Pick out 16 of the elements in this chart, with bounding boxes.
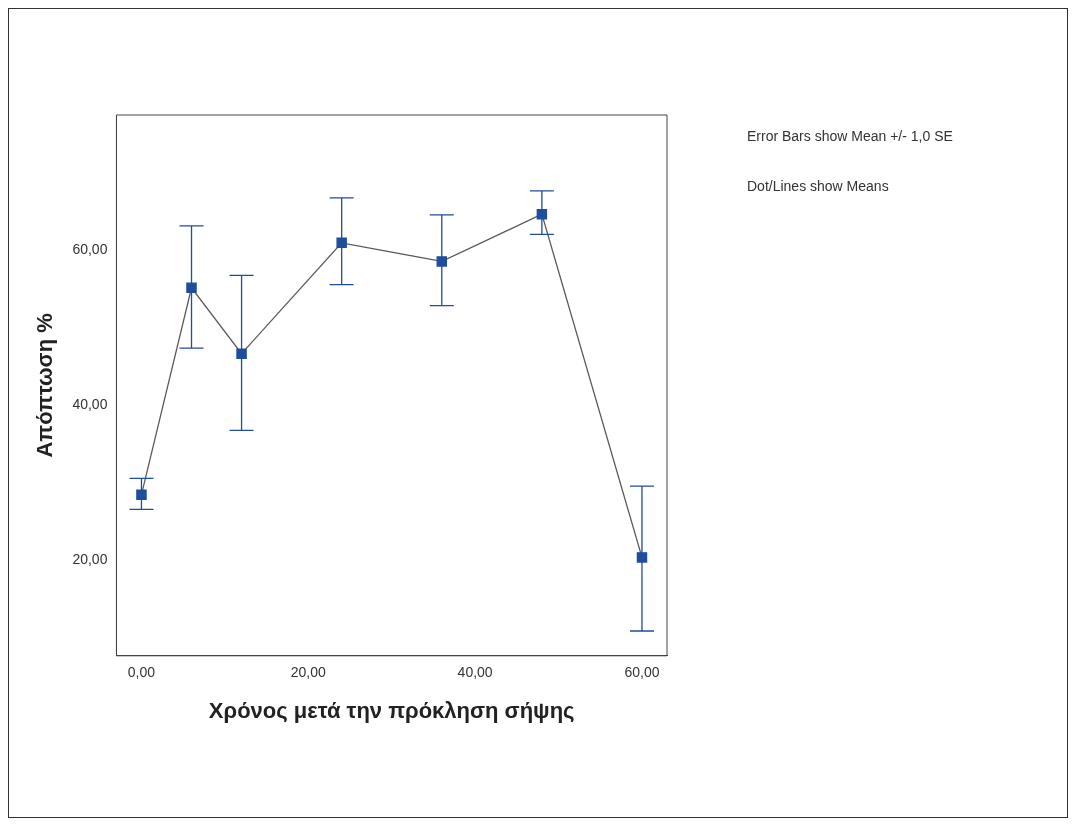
- text: Error Bars show Mean +/- 1,0 SE: [747, 127, 953, 144]
- x-axis-title: Χρόνος μετά την πρόκληση σήψης: [208, 697, 575, 723]
- x-tick-label: 20,00: [290, 664, 327, 681]
- point: [186, 282, 197, 294]
- x-tick-label: 0,00: [127, 664, 156, 681]
- x-tick-label: 40,00: [457, 664, 493, 681]
- point: [136, 489, 147, 500]
- x-tick-label: 60,00: [624, 664, 660, 681]
- y-tick-label: 40,00: [72, 395, 108, 412]
- text: Dot/Lines show Means: [747, 177, 889, 194]
- y-tick-label: 60,00: [72, 240, 108, 257]
- point: [236, 348, 247, 359]
- point: [336, 237, 347, 249]
- y-tick-label: 20,00: [72, 550, 108, 567]
- y-axis-title: Απόπτωση %: [32, 313, 58, 458]
- point: [436, 256, 448, 267]
